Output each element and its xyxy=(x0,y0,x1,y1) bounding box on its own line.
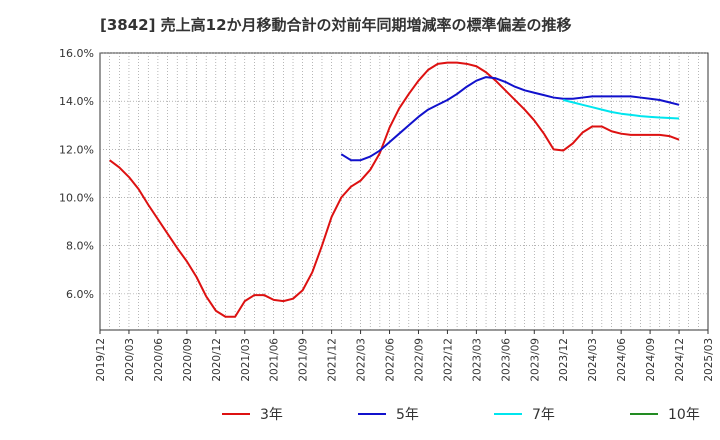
x-axis-ticks: 2019/12 2020/03 2020/06 2020/09 2020/12 2021/… xyxy=(95,330,715,382)
x-tick-label: 2020/06 xyxy=(153,338,165,382)
legend: 3年 5年 7年 10年 xyxy=(222,407,700,423)
y-tick-label: 16.0% xyxy=(59,47,94,60)
x-tick-label: 2020/12 xyxy=(211,338,223,382)
plot-frame xyxy=(99,52,709,331)
legend-label-2: 5年 xyxy=(396,407,419,423)
x-tick-label: 2023/03 xyxy=(471,338,483,382)
legend-label-1: 3年 xyxy=(260,407,283,423)
series-lines xyxy=(109,61,680,318)
x-tick-label: 2021/12 xyxy=(327,338,339,382)
x-tick-label: 2020/09 xyxy=(182,338,194,382)
series-line-3 xyxy=(562,98,680,120)
x-tick-label: 2021/09 xyxy=(298,338,310,382)
x-tick-label: 2022/12 xyxy=(442,338,454,382)
x-tick-label: 2019/12 xyxy=(95,338,107,382)
legend-label-3: 7年 xyxy=(532,407,555,423)
x-tick-label: 2022/09 xyxy=(413,338,425,382)
legend-label-4: 10年 xyxy=(668,407,700,423)
grid-lines xyxy=(100,52,708,330)
plot-area xyxy=(99,52,709,331)
series-line-1 xyxy=(109,61,680,318)
y-tick-label: 6.0% xyxy=(66,288,94,301)
x-tick-label: 2022/03 xyxy=(356,338,368,382)
y-tick-label: 14.0% xyxy=(59,95,94,108)
x-tick-label: 2020/03 xyxy=(124,338,136,382)
x-tick-label: 2021/03 xyxy=(240,338,252,382)
x-tick-label: 2023/12 xyxy=(558,338,570,382)
x-tick-label: 2023/09 xyxy=(529,338,541,382)
y-tick-label: 12.0% xyxy=(59,143,94,156)
x-tick-label: 2024/09 xyxy=(645,338,657,382)
chart-title: [3842] 売上高12か月移動合計の対前年同期増減率の標準偏差の推移 xyxy=(100,16,572,34)
x-tick-label: 2024/03 xyxy=(587,338,599,382)
y-tick-label: 10.0% xyxy=(59,192,94,205)
x-tick-label: 2024/12 xyxy=(674,338,686,382)
x-tick-label: 2024/06 xyxy=(616,338,628,382)
x-tick-label: 2023/06 xyxy=(500,338,512,382)
y-tick-label: 8.0% xyxy=(66,240,94,253)
x-tick-label: 2021/06 xyxy=(269,338,281,382)
x-tick-label: 2022/06 xyxy=(385,338,397,382)
y-axis-ticks: 6.0% 8.0% 10.0% 12.0% 14.0% 16.0% xyxy=(59,47,94,301)
x-tick-label: 2025/03 xyxy=(703,338,715,382)
series-line-2 xyxy=(340,76,680,162)
